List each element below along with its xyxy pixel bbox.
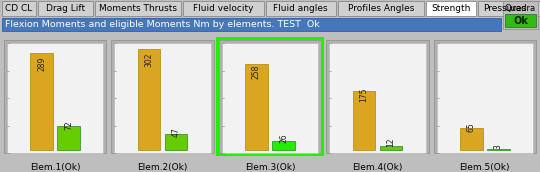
Bar [183, 1, 264, 16]
Text: 72: 72 [64, 121, 73, 130]
Bar [30, 53, 53, 150]
Bar [111, 40, 214, 153]
Bar [2, 1, 36, 16]
Text: 175: 175 [360, 88, 368, 102]
Text: 258: 258 [252, 65, 261, 79]
Text: Fluid angles: Fluid angles [273, 4, 328, 13]
Text: CD CL: CD CL [5, 4, 32, 13]
Text: 65: 65 [467, 122, 476, 132]
Bar [245, 64, 268, 150]
Text: Strength: Strength [431, 4, 470, 13]
Bar [95, 1, 181, 16]
Bar [216, 37, 324, 156]
Bar [326, 40, 429, 153]
Bar [477, 1, 532, 16]
Text: Ok: Ok [513, 16, 528, 26]
Text: Elem.5(Ok): Elem.5(Ok) [460, 163, 510, 172]
Bar [434, 40, 536, 153]
Text: 302: 302 [145, 53, 153, 67]
Bar [57, 126, 80, 150]
Text: Elem.1(Ok): Elem.1(Ok) [30, 163, 80, 172]
Bar [460, 128, 483, 150]
Text: Elem.4(Ok): Elem.4(Ok) [352, 163, 403, 172]
Bar [353, 92, 375, 150]
Bar [437, 43, 533, 153]
Bar [380, 146, 402, 150]
Bar [487, 149, 510, 150]
Text: Pressures: Pressures [483, 4, 526, 13]
Bar [219, 40, 321, 153]
Text: Flexion Moments and eligible Moments Nm by elements. TEST  Ok: Flexion Moments and eligible Moments Nm … [5, 20, 320, 29]
Bar [165, 134, 187, 150]
Bar [38, 1, 93, 16]
Bar [7, 43, 103, 153]
Bar [505, 14, 536, 27]
Text: Quadra: Quadra [505, 3, 536, 13]
Bar [266, 1, 336, 16]
Bar [4, 40, 106, 153]
Bar [329, 43, 426, 153]
Text: 26: 26 [279, 133, 288, 143]
Text: 47: 47 [172, 127, 180, 137]
Bar [138, 49, 160, 150]
Text: Elem.2(Ok): Elem.2(Ok) [137, 163, 188, 172]
Bar [503, 1, 538, 29]
Bar [222, 43, 318, 153]
Text: Elem.3(Ok): Elem.3(Ok) [245, 163, 295, 172]
Bar [535, 1, 540, 16]
Bar [426, 1, 476, 16]
Text: 12: 12 [387, 137, 395, 147]
Text: Profiles Angles: Profiles Angles [348, 4, 414, 13]
Bar [114, 43, 211, 153]
Text: 289: 289 [37, 56, 46, 71]
Text: Moments Thrusts: Moments Thrusts [99, 4, 177, 13]
Text: 3: 3 [494, 144, 503, 149]
Text: Drag Lift: Drag Lift [46, 4, 85, 13]
Bar [338, 1, 424, 16]
Text: Fluid velocity: Fluid velocity [193, 4, 253, 13]
Bar [2, 18, 501, 31]
Bar [272, 141, 295, 150]
